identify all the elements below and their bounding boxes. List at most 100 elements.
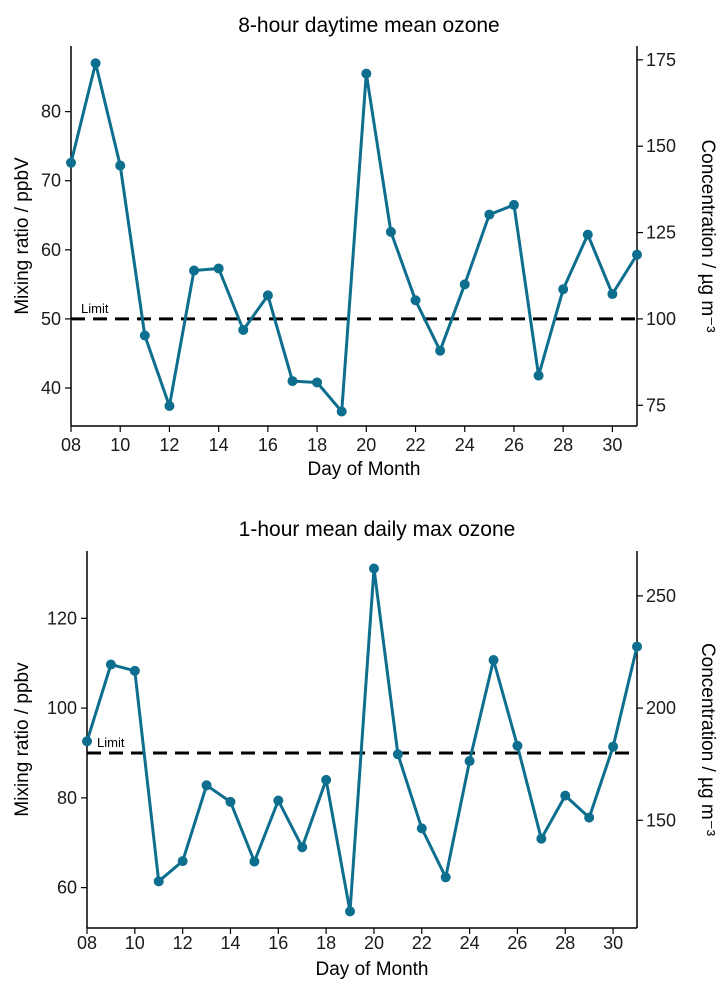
x-tick-label: 08 bbox=[77, 933, 97, 953]
x-tick-label: 22 bbox=[412, 933, 432, 953]
y-tick-label: 120 bbox=[47, 608, 77, 628]
data-point bbox=[533, 370, 544, 381]
data-point bbox=[345, 906, 356, 917]
x-tick-label: 18 bbox=[307, 435, 327, 455]
data-point bbox=[249, 856, 260, 867]
y-tick-label: 80 bbox=[57, 788, 77, 808]
chart-title: 8-hour daytime mean ozone bbox=[238, 14, 500, 37]
y-tick-label: 60 bbox=[57, 878, 77, 898]
y-tick-label: 100 bbox=[47, 698, 77, 718]
x-tick-label: 12 bbox=[173, 933, 193, 953]
chart-1-hour-ozone: 1-hour mean daily max ozone 08 10 12 14 16 18 2… bbox=[12, 518, 718, 980]
x-tick-label: 26 bbox=[507, 933, 527, 953]
x-tick-label: 18 bbox=[316, 933, 336, 953]
x-tick-label: 22 bbox=[406, 435, 426, 455]
x-tick-label: 28 bbox=[553, 435, 573, 455]
data-point bbox=[139, 330, 150, 341]
data-point bbox=[488, 655, 499, 666]
x-tick-label: 26 bbox=[504, 435, 524, 455]
y2-tick-label: 150 bbox=[646, 136, 676, 156]
data-point bbox=[385, 226, 396, 237]
data-point bbox=[582, 229, 593, 240]
y2-tick-label: 250 bbox=[646, 586, 676, 606]
x-tick-label: 14 bbox=[220, 933, 240, 953]
data-point bbox=[105, 659, 116, 670]
data-point bbox=[82, 736, 92, 747]
y2-tick-label: 75 bbox=[646, 395, 666, 415]
data-point bbox=[129, 665, 140, 676]
x-axis-label: Day of Month bbox=[308, 459, 421, 480]
data-point bbox=[213, 263, 224, 274]
data-point bbox=[512, 740, 523, 751]
data-point bbox=[153, 876, 164, 887]
x-tick-label: 24 bbox=[460, 933, 480, 953]
data-point bbox=[368, 563, 379, 574]
data-point bbox=[66, 157, 76, 168]
limit-label: Limit bbox=[81, 301, 109, 316]
data-point bbox=[440, 872, 451, 883]
data-point bbox=[164, 400, 175, 411]
y-tick-label: 80 bbox=[41, 102, 61, 122]
series-line bbox=[85, 567, 639, 913]
data-point bbox=[189, 265, 200, 276]
y-tick-label: 60 bbox=[41, 240, 61, 260]
data-point bbox=[115, 160, 126, 171]
x-tick-label: 10 bbox=[125, 933, 145, 953]
data-point bbox=[225, 796, 236, 807]
y-tick-label: 50 bbox=[41, 309, 61, 329]
x-tick-label: 16 bbox=[268, 933, 288, 953]
chart-title: 1-hour mean daily max ozone bbox=[239, 518, 516, 541]
x-tick-label: 30 bbox=[602, 435, 622, 455]
x-tick-label: 10 bbox=[110, 435, 130, 455]
data-point bbox=[90, 58, 101, 69]
y2-tick-label: 125 bbox=[646, 223, 676, 243]
data-point bbox=[459, 279, 470, 290]
y2-tick-label: 100 bbox=[646, 309, 676, 329]
data-point bbox=[392, 749, 403, 760]
x-tick-label: 08 bbox=[61, 435, 81, 455]
x-tick-label: 20 bbox=[364, 933, 384, 953]
data-point bbox=[297, 842, 308, 853]
y2-tick-label: 200 bbox=[646, 698, 676, 718]
y-axis-label: Mixing ratio / ppbV bbox=[12, 157, 33, 315]
data-point bbox=[361, 68, 372, 79]
y2-axis-label: Concentration / µg m⁻³ bbox=[697, 139, 718, 332]
x-tick-label: 28 bbox=[555, 933, 575, 953]
data-point bbox=[312, 377, 323, 388]
y-axis-label: Mixing ratio / ppbv bbox=[12, 662, 33, 817]
limit-label: Limit bbox=[97, 735, 125, 750]
x-tick-label: 20 bbox=[356, 435, 376, 455]
data-point bbox=[273, 795, 284, 806]
data-point bbox=[336, 406, 347, 417]
x-tick-label: 16 bbox=[258, 435, 278, 455]
y2-tick-label: 175 bbox=[646, 50, 676, 70]
data-point bbox=[177, 856, 188, 867]
y-tick-label: 40 bbox=[41, 378, 61, 398]
data-point bbox=[484, 209, 495, 220]
data-point bbox=[607, 289, 618, 300]
data-point bbox=[201, 780, 212, 791]
y-tick-label: 70 bbox=[41, 171, 61, 191]
data-point bbox=[435, 345, 446, 356]
data-point bbox=[632, 249, 642, 260]
data-point bbox=[262, 290, 273, 301]
y2-axis-label: Concentration / µg m⁻³ bbox=[697, 643, 718, 836]
chart-8-hour-ozone: 8-hour daytime mean ozone 08 10 12 14 16 18 20 2… bbox=[12, 14, 718, 480]
data-point bbox=[560, 790, 571, 801]
data-point bbox=[536, 833, 547, 844]
data-point bbox=[558, 284, 569, 295]
x-tick-label: 30 bbox=[603, 933, 623, 953]
x-tick-label: 12 bbox=[159, 435, 179, 455]
series-line bbox=[69, 61, 639, 413]
data-point bbox=[508, 199, 519, 210]
data-point bbox=[410, 295, 421, 306]
data-point bbox=[416, 823, 427, 834]
x-tick-label: 14 bbox=[209, 435, 229, 455]
y2-tick-label: 150 bbox=[646, 810, 676, 830]
data-point bbox=[321, 774, 332, 785]
x-tick-label: 24 bbox=[455, 435, 475, 455]
data-point bbox=[464, 756, 475, 767]
data-point bbox=[584, 812, 595, 823]
data-point bbox=[238, 324, 249, 335]
